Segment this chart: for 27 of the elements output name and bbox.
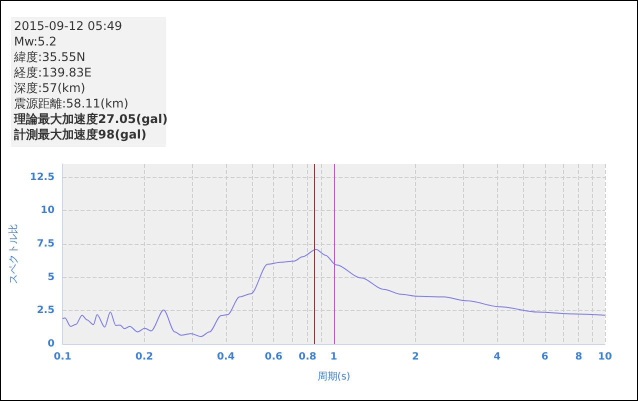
y-tick-label: 7.5 <box>36 238 55 250</box>
text: 深度:57(km) <box>14 81 86 95</box>
x-tick-label: 1 <box>330 352 338 362</box>
y-tick-label: 0 <box>48 338 55 350</box>
y-tick-label: 2.5 <box>36 305 55 316</box>
x-tick-label: 8 <box>575 352 582 362</box>
x-tick-label: 2 <box>412 352 419 362</box>
text: 2015-09-12 05:49 <box>14 19 122 33</box>
text: 経度:139.83E <box>13 66 92 80</box>
x-tick-label: 0.4 <box>217 352 235 362</box>
text: Mw:5.2 <box>14 34 57 48</box>
y-tick-label: 5 <box>48 272 55 283</box>
y-axis-title: スペクトル比 <box>8 224 20 284</box>
x-tick-label: 4 <box>494 352 501 362</box>
text: 計測最大加速度98(gal) <box>13 128 146 142</box>
text: 震源距離:58.11(km) <box>14 96 128 110</box>
x-tick-label: 10 <box>598 352 612 362</box>
x-tick-label: 0.6 <box>264 352 283 362</box>
x-tick-label: 0.2 <box>135 352 154 362</box>
text: 緯度:35.55N <box>13 50 86 64</box>
x-tick-label: 0.1 <box>54 352 72 362</box>
text: 理論最大加速度27.05(gal) <box>13 112 168 126</box>
y-tick-label: 10 <box>40 205 55 216</box>
x-axis-title: 周期(s) <box>317 370 350 382</box>
x-tick-label: 0.8 <box>298 352 316 362</box>
y-tick-label: 12.5 <box>30 172 55 183</box>
x-tick-label: 6 <box>541 352 548 362</box>
